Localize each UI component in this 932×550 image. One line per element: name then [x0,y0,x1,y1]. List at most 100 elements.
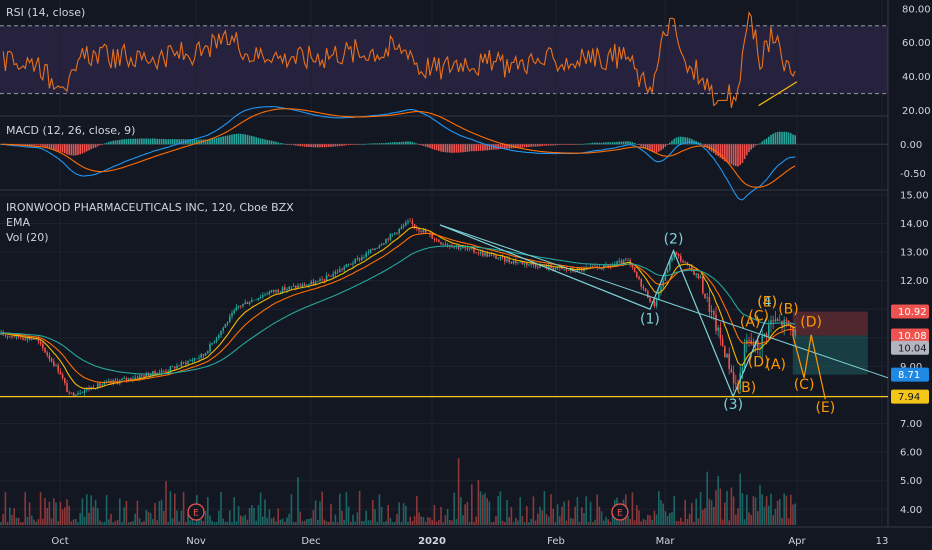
candle-body [189,360,191,362]
macd-line[interactable] [0,105,796,201]
volume-bar [510,506,513,525]
wave-label-orange[interactable]: (A) [765,357,786,373]
candle-body [642,286,645,289]
candle-body [28,337,31,340]
macd-histogram-bar [741,144,744,163]
rsi-trendline[interactable] [758,81,798,107]
candle-body [11,336,13,337]
wave-label-cyan[interactable]: (2) [664,231,684,247]
channel-line[interactable] [439,224,889,379]
macd-histogram-bar [726,144,728,162]
wave-label-orange[interactable]: (B) [778,301,799,317]
candle-body [2,332,4,336]
macd-histogram-bar [332,144,334,147]
macd-histogram-bar [475,144,477,152]
volume-bar [372,499,374,525]
price-tag[interactable] [891,367,929,382]
candle-body [167,370,169,372]
volume-bar [611,515,614,525]
wave-label-orange[interactable]: (D) [748,354,770,370]
rsi-title[interactable]: RSI (14, close) [6,6,85,19]
candle-body [160,370,163,373]
volume-indicator-label[interactable]: Vol (20) [6,231,49,244]
wave-label-orange[interactable]: (C) [794,377,815,393]
reward-zone[interactable] [792,335,868,375]
macd-histogram-bar [86,144,88,152]
wave-label-orange[interactable]: (C) [748,309,769,325]
wave-label-cyan[interactable]: (3) [723,397,743,413]
risk-zone[interactable] [792,311,868,336]
volume-bar [11,514,13,525]
candle-body [13,336,15,338]
macd-histogram-bar [119,139,121,145]
earnings-marker[interactable] [611,503,629,521]
volume-bar [86,494,88,525]
macd-histogram-bar [163,138,165,145]
volume-bar [567,500,570,525]
candle-body [726,353,728,358]
rsi-line[interactable] [2,11,796,109]
candle-body [640,279,642,287]
volume-bar [396,513,398,525]
macd-histogram-bar [686,137,689,145]
candle-body [468,248,471,250]
volume-bar [638,510,640,525]
volume-bar [187,514,189,525]
macd-histogram-bar [59,144,62,152]
macd-histogram-bar [125,139,128,145]
macd-histogram-bar [268,140,271,145]
volume-bar [636,505,638,525]
ema-mid-line[interactable] [0,232,796,383]
macd-histogram-bar [24,144,26,146]
candle-body [561,267,563,269]
wave-label-orange[interactable]: (E) [815,400,835,416]
volume-bar [704,508,706,525]
macd-histogram-bar [187,139,189,145]
volume-bar [717,476,719,525]
macd-histogram-bar [508,144,510,149]
wave-label-orange[interactable]: (D) [800,314,822,330]
macd-signal-line[interactable] [1,108,796,188]
volume-bar [462,515,464,525]
wave-label-orange[interactable]: (E) [757,294,777,310]
macd-histogram-bar [768,136,770,145]
projection-path[interactable] [792,334,826,400]
macd-histogram-bar [257,137,260,145]
ema-indicator-label[interactable]: EMA [6,216,30,229]
wave-label-orange[interactable]: (A) [740,314,761,330]
candle-body [473,248,475,253]
volume-bar [418,512,420,525]
volume-bar [757,511,759,525]
earnings-marker[interactable] [187,503,205,521]
macd-histogram-bar [97,144,99,147]
candle-body [132,378,134,380]
price-tag[interactable] [891,304,929,319]
macd-histogram-bar [684,137,686,145]
price-title[interactable]: IRONWOOD PHARMACEUTICALS INC, 120, Cboe … [6,201,294,214]
candle-body [147,373,150,377]
macd-histogram-bar [292,144,295,146]
macd-histogram-bar [666,144,669,145]
macd-histogram-bar [191,139,194,145]
macd-histogram-bar [389,142,392,145]
volume-bar [482,494,484,525]
macd-title[interactable]: MACD (12, 26, close, 9) [6,124,135,137]
macd-histogram-bar [279,143,282,145]
macd-histogram-bar [66,144,68,155]
price-tick-label: 6.00 [900,448,922,459]
candle-body [636,272,638,277]
elliott-wave-path[interactable] [439,224,768,398]
wave-label-cyan[interactable]: (1) [640,311,660,327]
wave-label-cyan[interactable]: (4) [757,294,777,310]
candle-body [99,383,101,386]
macd-histogram-bar [554,144,557,146]
price-tag[interactable] [891,389,929,404]
price-tag[interactable] [891,340,929,355]
candle-body [693,270,695,275]
candle-body [706,297,708,298]
macd-histogram-bar [462,144,464,153]
wave-label-orange[interactable]: (B) [736,380,757,396]
price-tag[interactable] [891,328,929,343]
candle-body [268,291,271,295]
candle-body [633,267,636,273]
